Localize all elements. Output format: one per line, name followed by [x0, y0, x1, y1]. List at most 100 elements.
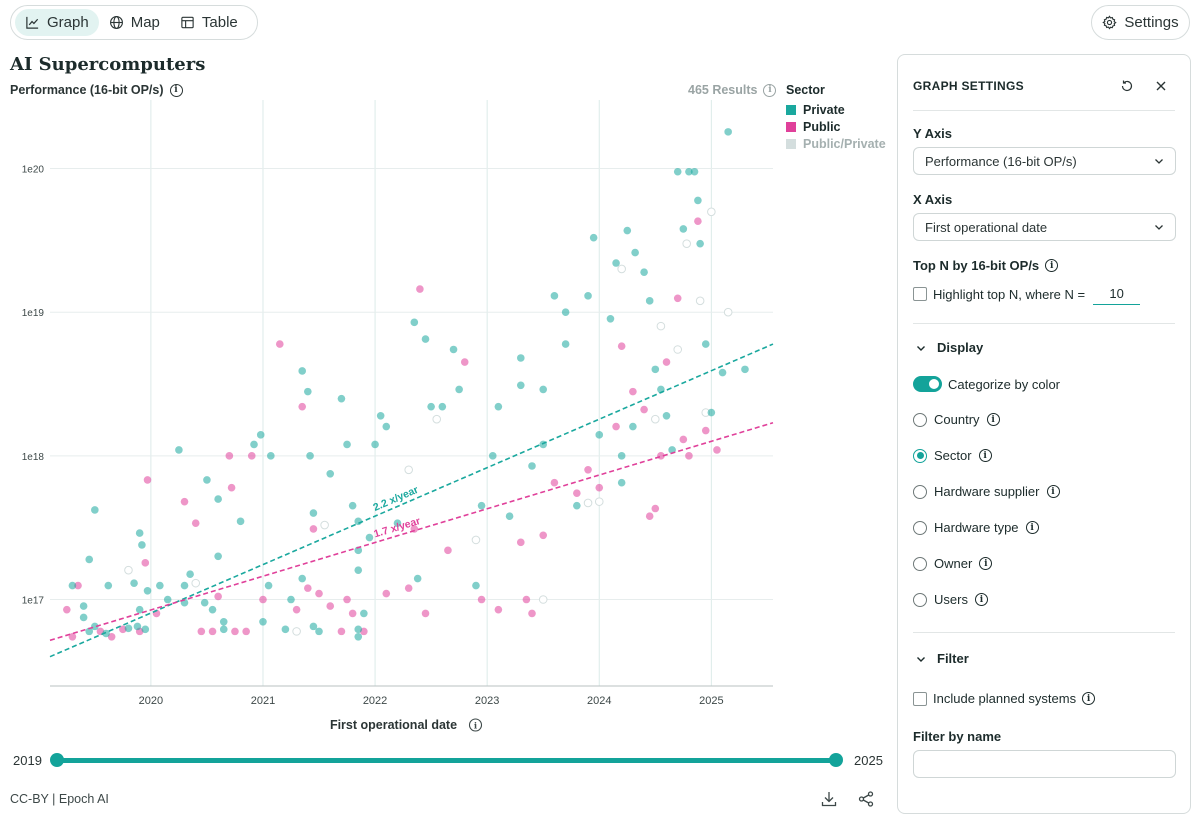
data-point[interactable] [242, 627, 250, 636]
data-point[interactable] [612, 422, 620, 431]
data-point[interactable] [522, 595, 531, 604]
data-point[interactable] [200, 598, 209, 607]
data-point[interactable] [354, 566, 363, 574]
data-point[interactable] [175, 446, 183, 454]
data-point[interactable] [124, 624, 133, 633]
data-point[interactable] [589, 233, 598, 242]
info-icon[interactable]: i [1046, 485, 1060, 498]
data-point[interactable] [63, 605, 71, 614]
data-point[interactable] [191, 519, 200, 527]
data-point[interactable] [471, 535, 481, 545]
data-point[interactable] [304, 584, 312, 592]
data-point[interactable] [304, 387, 312, 396]
download-icon[interactable] [820, 790, 838, 808]
data-point[interactable] [281, 625, 290, 634]
include-planned-checkbox[interactable] [913, 691, 927, 706]
info-icon[interactable] [468, 718, 483, 732]
data-point[interactable] [141, 625, 150, 634]
data-point[interactable] [320, 520, 329, 530]
data-point[interactable] [130, 579, 138, 587]
data-point[interactable] [550, 292, 559, 300]
radio-country-row[interactable]: Country i [913, 412, 1000, 427]
data-point[interactable] [143, 476, 152, 484]
data-point[interactable] [298, 402, 307, 411]
info-icon[interactable]: i [986, 413, 1000, 426]
info-icon[interactable]: i [1045, 259, 1059, 272]
data-point[interactable] [629, 422, 637, 431]
data-point[interactable] [371, 440, 379, 449]
data-point[interactable] [104, 581, 113, 590]
data-point[interactable] [354, 625, 363, 634]
data-point[interactable] [292, 627, 301, 636]
data-point[interactable] [214, 552, 222, 561]
data-point[interactable] [701, 340, 710, 348]
data-point[interactable] [595, 431, 604, 439]
radio-owner[interactable] [913, 556, 927, 571]
filter-section-toggle[interactable]: Filter [916, 651, 969, 666]
data-point[interactable] [85, 555, 94, 564]
data-point[interactable] [701, 426, 710, 435]
data-point[interactable] [365, 533, 374, 542]
data-point[interactable] [539, 385, 548, 394]
data-point[interactable] [219, 625, 228, 634]
data-point[interactable] [617, 264, 626, 274]
data-point[interactable] [315, 589, 323, 598]
data-point[interactable] [694, 196, 702, 205]
data-point[interactable] [219, 617, 228, 626]
data-point[interactable] [651, 365, 660, 374]
info-icon[interactable]: i [979, 557, 993, 570]
data-point[interactable] [583, 498, 593, 508]
data-point[interactable] [68, 633, 77, 641]
data-point[interactable] [186, 570, 194, 579]
data-point[interactable] [682, 239, 691, 248]
data-point[interactable] [612, 259, 620, 267]
data-point[interactable] [539, 531, 548, 540]
categorize-toggle[interactable] [913, 376, 942, 392]
data-point[interactable] [343, 595, 351, 604]
data-point[interactable] [617, 342, 626, 350]
data-point[interactable] [723, 307, 733, 317]
radio-hardware-supplier-row[interactable]: Hardware supplier i [913, 484, 1060, 499]
data-point[interactable] [298, 574, 307, 583]
data-point[interactable] [449, 345, 458, 354]
map-view-button[interactable]: Map [99, 9, 170, 36]
radio-sector-row[interactable]: Sector i [913, 448, 992, 463]
info-icon[interactable]: i [1025, 521, 1039, 534]
radio-owner-row[interactable]: Owner i [913, 556, 993, 571]
data-point[interactable] [133, 622, 142, 631]
data-point[interactable] [594, 497, 604, 506]
data-point[interactable] [382, 589, 391, 598]
data-point[interactable] [505, 512, 514, 521]
data-point[interactable] [477, 501, 486, 510]
data-point[interactable] [707, 207, 716, 217]
data-point[interactable] [259, 617, 267, 626]
data-point[interactable] [102, 629, 110, 638]
data-point[interactable] [438, 402, 447, 411]
graph-view-button[interactable]: Graph [15, 9, 99, 36]
data-point[interactable] [662, 358, 671, 366]
range-slider-track[interactable] [56, 758, 836, 763]
data-point[interactable] [309, 525, 318, 533]
data-point[interactable] [326, 602, 335, 610]
info-icon[interactable]: i [1082, 692, 1096, 705]
data-point[interactable] [595, 483, 604, 492]
data-point[interactable] [538, 595, 548, 604]
data-point[interactable] [393, 519, 402, 527]
data-point[interactable] [360, 609, 368, 618]
data-point[interactable] [724, 128, 732, 136]
data-point[interactable] [561, 340, 570, 348]
data-point[interactable] [584, 292, 592, 300]
data-point[interactable] [79, 613, 88, 622]
data-point[interactable] [306, 452, 314, 460]
data-point[interactable] [287, 595, 295, 604]
data-point[interactable] [673, 294, 682, 303]
data-point[interactable] [617, 478, 626, 487]
data-point[interactable] [348, 501, 357, 510]
data-point[interactable] [427, 402, 435, 411]
data-point[interactable] [528, 462, 536, 470]
data-point[interactable] [143, 586, 152, 595]
legend-item-public[interactable]: Public [786, 118, 886, 135]
data-point[interactable] [516, 538, 525, 547]
data-point[interactable] [135, 529, 144, 537]
table-view-button[interactable]: Table [170, 9, 248, 36]
